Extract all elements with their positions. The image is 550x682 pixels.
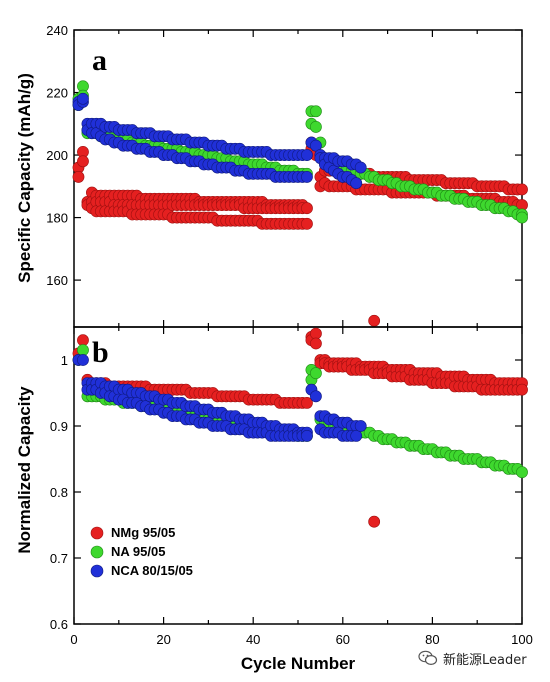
panel-a-y-tick-label: 160 [46, 273, 68, 288]
watermark-text: 新能源Leader [443, 652, 527, 668]
panel-b-point-nmg [310, 327, 322, 340]
panel-b-point-na [77, 344, 89, 356]
x-tick-label: 60 [336, 632, 350, 647]
panel-b-point-na [516, 466, 528, 479]
watermark: 新能源Leader [418, 648, 527, 668]
x-tick-label: 0 [70, 632, 77, 647]
panel-a-y-tick-label: 220 [46, 86, 68, 101]
panel-b-point-nmg [516, 383, 528, 396]
x-axis-title: Cycle Number [241, 654, 356, 673]
panel-a-y-tick-label: 180 [46, 211, 68, 226]
legend-marker-nca [90, 564, 104, 578]
panel-a-points [72, 80, 528, 327]
panel-b-point-nmg [77, 334, 89, 347]
panel-b-point-nca [350, 429, 363, 442]
panel-b-y-tick-label: 1 [61, 353, 68, 368]
panel-b-point-nmg [368, 515, 381, 528]
panel-b-y-tick-label: 0.7 [50, 551, 68, 566]
legend-label-nmg: NMg 95/05 [111, 525, 175, 540]
panel-a-point-nmg [77, 155, 89, 168]
x-tick-label: 20 [156, 632, 170, 647]
x-tick-label: 100 [511, 632, 533, 647]
panel-a-point-na [516, 211, 528, 224]
legend-marker-na [90, 545, 104, 559]
panel-a-point-nmg [368, 314, 381, 327]
x-tick-label: 80 [425, 632, 439, 647]
legend-marker-nmg [90, 526, 104, 540]
panel-a-point-na [310, 121, 322, 133]
legend: NMg 95/05 NA 95/05 NCA 80/15/05 [90, 525, 193, 578]
panel-b-point-nca [77, 354, 89, 366]
panel-a-ticks: 160 180 200 220 240 [46, 23, 523, 327]
panel-b-point-nca [354, 420, 367, 432]
panel-a-letter: a [92, 44, 107, 77]
panel-b-y-tick-label: 0.9 [50, 419, 68, 434]
panel-a-point-nmg [301, 202, 313, 215]
panel-a-point-nca [354, 161, 367, 174]
panel-a-point-nmg [301, 217, 313, 230]
panel-b-point-nca [301, 429, 313, 442]
panel-a-point-nca [301, 171, 313, 183]
panel-b-point-nmg [301, 396, 313, 409]
panel-a-point-nmg [72, 171, 85, 183]
panel-b-point-na [310, 367, 322, 380]
x-tick-label: 40 [246, 632, 260, 647]
panel-a-point-na [310, 105, 322, 118]
panel-a-point-nca [77, 92, 89, 105]
panel-a-y-axis-title: Specific Capacity (mAh/g) [15, 73, 34, 283]
panel-a-point-nca [350, 177, 363, 190]
panel-a-point-nmg [516, 183, 528, 196]
wechat-icon [418, 650, 438, 666]
panel-b-points [72, 327, 528, 528]
panel-b-y-tick-label: 0.8 [50, 485, 68, 500]
panel-a-point-nca [301, 149, 313, 161]
panel-b-y-axis-title: Normalized Capacity [15, 386, 34, 554]
panel-b-ticks: 0 20 40 60 80 100 0.6 0.7 0.8 0.9 1 [50, 327, 533, 647]
panel-b-letter: b [92, 336, 109, 369]
panel-a-y-tick-label: 240 [46, 23, 68, 38]
legend-label-nca: NCA 80/15/05 [111, 563, 193, 578]
panel-b: 0 20 40 60 80 100 0.6 0.7 0.8 0.9 1 b Normalized C… [15, 326, 533, 673]
panel-b-y-tick-label: 0.6 [50, 617, 68, 632]
panel-b-point-nmg [310, 337, 322, 350]
legend-label-na: NA 95/05 [111, 544, 165, 559]
panel-a: 160 180 200 220 240 a Specific Capacity (mAh… [15, 23, 528, 328]
panel-a-y-tick-label: 200 [46, 148, 68, 163]
panel-b-point-nca [310, 390, 322, 403]
